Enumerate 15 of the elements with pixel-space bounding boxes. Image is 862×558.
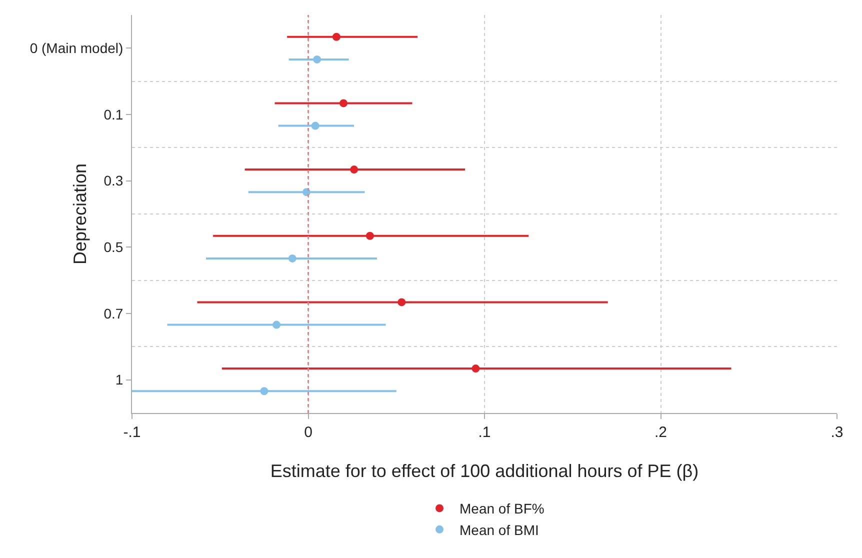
x-tick-label: .3 — [830, 424, 844, 441]
y-tick-label: 0 (Main model) — [30, 40, 124, 56]
x-tick-label: -.1 — [123, 424, 141, 441]
y-tick-label: 0.3 — [104, 172, 124, 189]
y-tick-label: 0.7 — [104, 305, 124, 322]
legend-label: Mean of BMI — [460, 522, 539, 538]
y-axis-title: Depreciation — [70, 163, 90, 265]
y-tick-label: 1 — [115, 372, 124, 388]
y-tick-label: 0.5 — [104, 239, 124, 256]
y-tick-label: 0.1 — [104, 106, 124, 122]
x-tick-label: .1 — [478, 424, 491, 441]
x-tick-label: .2 — [654, 424, 668, 441]
legend-label: Mean of BF% — [460, 500, 544, 517]
x-tick-label: 0 — [304, 424, 312, 441]
x-axis-title: Estimate for to effect of 100 additional hours of PE (β) — [270, 461, 699, 481]
